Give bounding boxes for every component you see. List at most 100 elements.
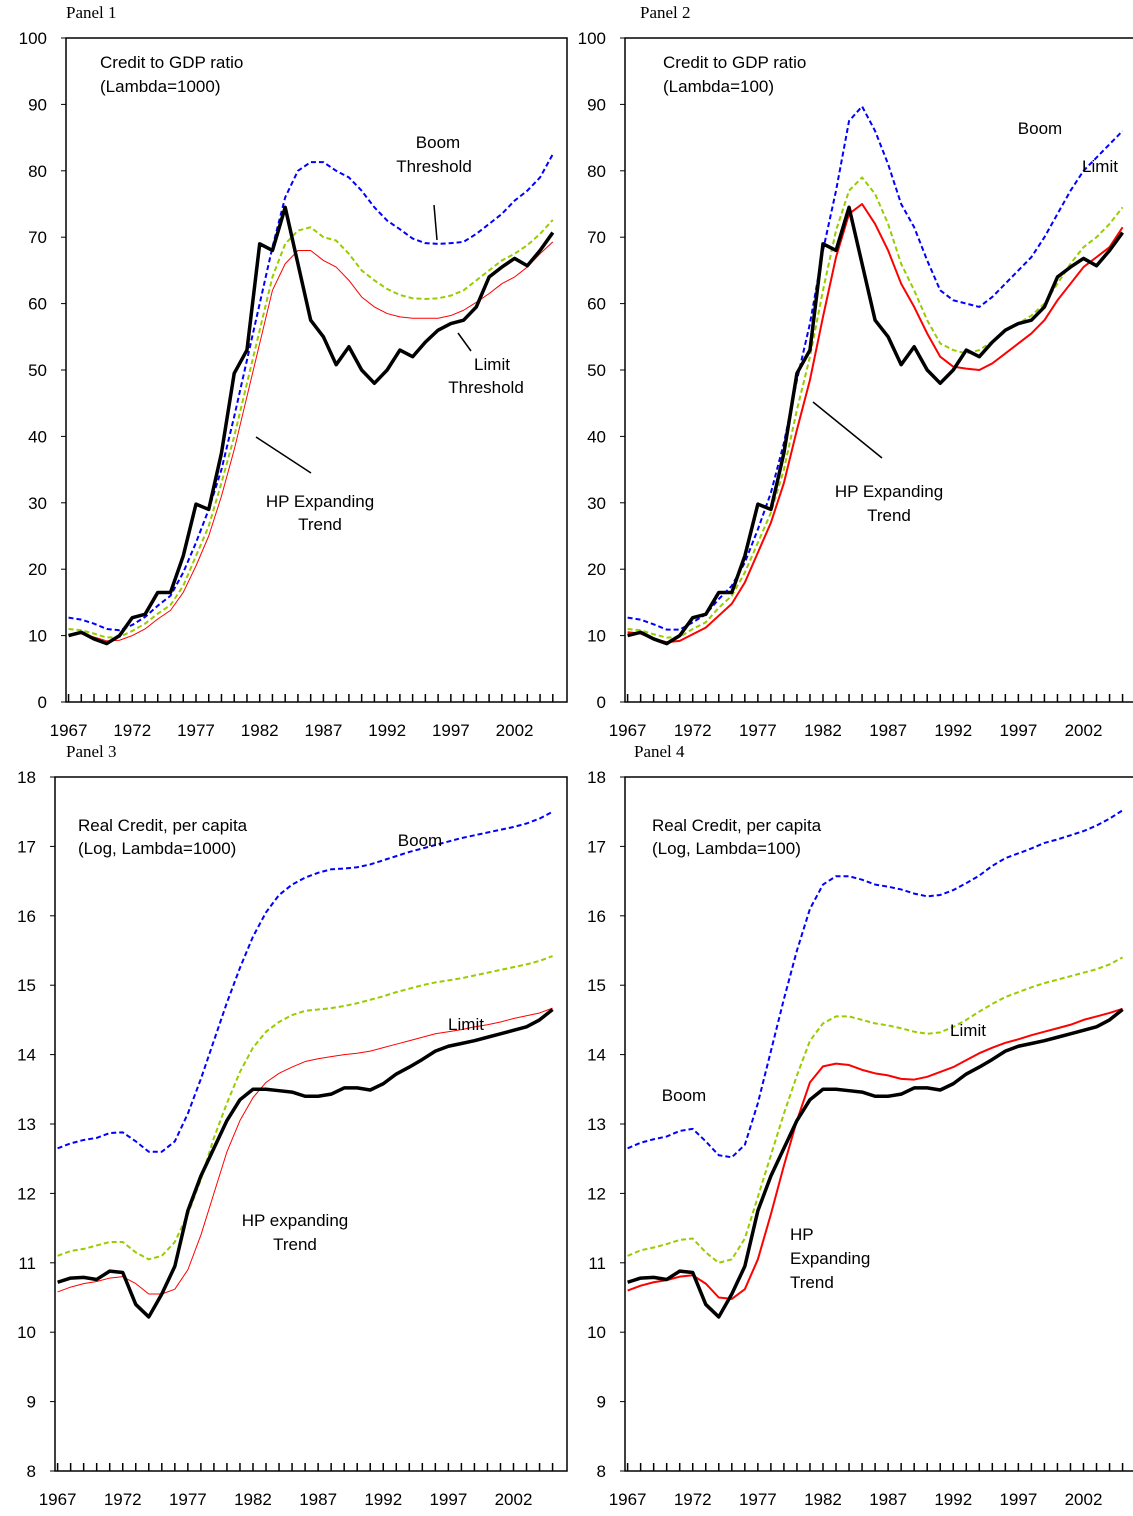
series-line — [627, 203, 1124, 644]
series-line — [627, 1008, 1124, 1319]
y-tick-label: 15 — [17, 976, 36, 995]
annotation: HP — [790, 1225, 814, 1244]
panel-label: Panel 4 — [634, 742, 685, 761]
x-tick-label: 1997 — [429, 1490, 467, 1509]
y-tick-label: 17 — [17, 837, 36, 856]
y-tick-label: 70 — [28, 228, 47, 247]
series-line — [68, 205, 555, 646]
x-tick-label: 1997 — [432, 721, 470, 740]
panel-label: Panel 3 — [66, 742, 117, 761]
x-tick-label: 1972 — [113, 721, 151, 740]
x-tick-label: 1992 — [934, 1490, 972, 1509]
pointer-line — [433, 204, 438, 241]
annotation: Threshold — [448, 378, 524, 397]
y-tick-label: 12 — [587, 1184, 606, 1203]
x-tick-label: 1997 — [999, 721, 1037, 740]
x-tick-label: 1982 — [804, 1490, 842, 1509]
annotation: Real Credit, per capita — [652, 816, 822, 835]
annotation: HP expanding — [242, 1211, 349, 1230]
x-tick-label: 1992 — [934, 721, 972, 740]
y-tick-label: 80 — [28, 162, 47, 181]
annotation: Trend — [273, 1235, 317, 1254]
y-tick-label: 60 — [587, 295, 606, 314]
annotation: (Lambda=100) — [663, 77, 774, 96]
y-tick-label: 17 — [587, 837, 606, 856]
x-tick-label: 1987 — [869, 721, 907, 740]
y-tick-label: 14 — [587, 1046, 606, 1065]
y-tick-label: 11 — [18, 1254, 36, 1273]
annotation: Limit — [1082, 157, 1118, 176]
y-tick-label: 10 — [587, 1323, 606, 1342]
series-line — [627, 956, 1124, 1264]
y-tick-label: 10 — [28, 627, 47, 646]
y-tick-label: 0 — [38, 693, 47, 712]
y-tick-label: 15 — [587, 976, 606, 995]
plot-frame — [54, 776, 568, 1472]
series-line — [68, 153, 554, 632]
pointer-line — [812, 401, 883, 459]
annotation: Trend — [790, 1273, 834, 1292]
y-tick-label: 0 — [597, 693, 606, 712]
y-tick-label: 40 — [28, 427, 47, 446]
y-tick-label: 10 — [587, 627, 606, 646]
y-tick-label: 8 — [27, 1462, 36, 1481]
annotation: Trend — [867, 506, 911, 525]
y-tick-label: 40 — [587, 427, 606, 446]
annotation: Limit — [474, 355, 510, 374]
y-tick-label: 100 — [19, 29, 47, 48]
x-tick-label: 1992 — [368, 721, 406, 740]
annotation: Credit to GDP ratio — [663, 53, 806, 72]
y-tick-label: 18 — [17, 768, 36, 787]
y-tick-label: 10 — [17, 1323, 36, 1342]
x-tick-label: 1982 — [241, 721, 279, 740]
y-tick-label: 12 — [17, 1184, 36, 1203]
x-tick-label: 1987 — [869, 1490, 907, 1509]
x-tick-label: 1977 — [177, 721, 215, 740]
y-tick-label: 18 — [587, 768, 606, 787]
series-line — [68, 219, 554, 639]
series-line — [627, 809, 1124, 1159]
series-line — [57, 810, 554, 1153]
y-tick-label: 13 — [17, 1115, 36, 1134]
x-tick-label: 1972 — [674, 721, 712, 740]
annotation: Boom — [416, 133, 460, 152]
y-tick-label: 30 — [587, 494, 606, 513]
y-tick-label: 14 — [17, 1046, 36, 1065]
annotation: Expanding — [790, 1249, 870, 1268]
y-tick-label: 20 — [28, 560, 47, 579]
panel-label: Panel 1 — [66, 3, 117, 22]
series-line — [57, 1008, 554, 1319]
y-tick-label: 9 — [597, 1393, 606, 1412]
y-tick-label: 9 — [27, 1393, 36, 1412]
pointer-line — [255, 436, 312, 474]
y-tick-label: 90 — [587, 95, 606, 114]
y-tick-label: 8 — [597, 1462, 606, 1481]
annotation: Boom — [1018, 119, 1062, 138]
y-tick-label: 16 — [587, 907, 606, 926]
annotation: Limit — [448, 1015, 484, 1034]
series-line — [68, 241, 554, 642]
y-tick-label: 70 — [587, 228, 606, 247]
x-tick-label: 1977 — [169, 1490, 207, 1509]
y-tick-label: 11 — [588, 1254, 606, 1273]
series-line — [57, 955, 553, 1261]
annotation: (Log, Lambda=100) — [652, 839, 801, 858]
x-tick-label: 2002 — [1065, 1490, 1103, 1509]
y-tick-label: 16 — [17, 907, 36, 926]
y-tick-label: 100 — [578, 29, 606, 48]
series-line — [627, 1007, 1123, 1300]
x-tick-label: 1977 — [739, 721, 777, 740]
y-tick-label: 13 — [587, 1115, 606, 1134]
x-tick-label: 1992 — [364, 1490, 402, 1509]
annotation: Limit — [950, 1021, 986, 1040]
annotation: HP Expanding — [266, 492, 374, 511]
plot-frame — [624, 776, 1133, 1472]
x-tick-label: 2002 — [496, 721, 534, 740]
y-tick-label: 80 — [587, 162, 606, 181]
series-line — [57, 1007, 553, 1295]
annotation: Trend — [298, 515, 342, 534]
y-tick-label: 90 — [28, 95, 47, 114]
y-tick-label: 60 — [28, 295, 47, 314]
annotation: Boom — [398, 831, 442, 850]
